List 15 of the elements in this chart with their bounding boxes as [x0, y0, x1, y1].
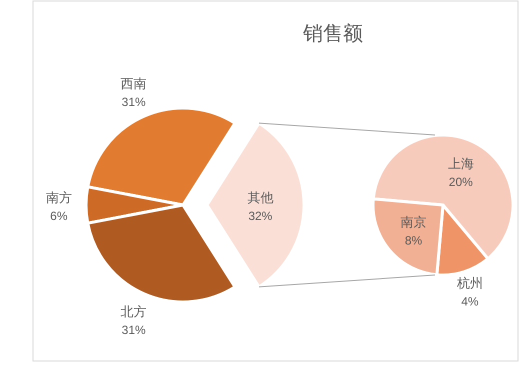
slice-label: 其他: [247, 190, 274, 205]
slice-label: 南京: [400, 214, 426, 230]
data-label: 6%: [50, 209, 68, 223]
slice-label: 杭州: [456, 275, 483, 290]
slice-label: 北方: [120, 304, 147, 319]
slice-label: 南方: [46, 190, 72, 205]
data-label: 8%: [404, 234, 422, 248]
slice-label: 上海: [448, 156, 474, 171]
data-label: 20%: [448, 174, 474, 189]
data-label: 31%: [122, 95, 146, 110]
data-label: 31%: [122, 322, 146, 337]
chart-title: 销售额: [302, 23, 363, 45]
data-label: 4%: [461, 294, 479, 308]
data-label: 32%: [248, 209, 273, 223]
slice-label: 西南: [120, 76, 147, 92]
